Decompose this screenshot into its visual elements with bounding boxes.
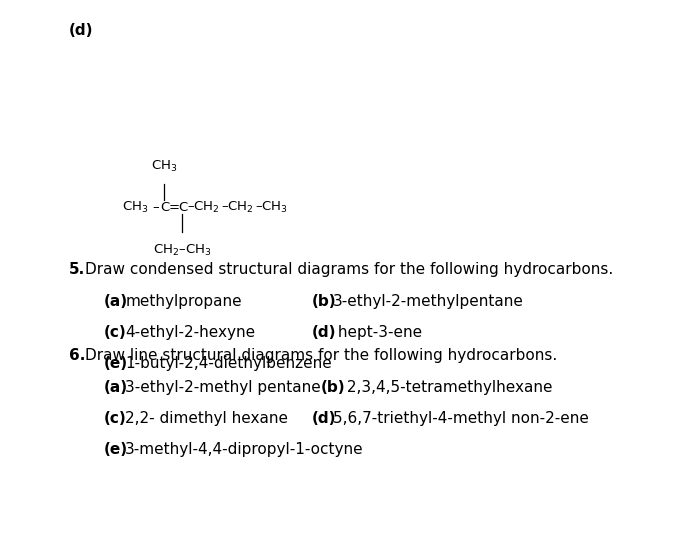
Text: CH$_3$: CH$_3$ bbox=[150, 159, 177, 174]
Text: (d): (d) bbox=[69, 23, 93, 38]
Text: –CH$_2$: –CH$_2$ bbox=[220, 200, 253, 215]
Text: 6.: 6. bbox=[69, 349, 85, 364]
Text: (a): (a) bbox=[104, 294, 127, 309]
Text: –: – bbox=[153, 201, 159, 214]
Text: 5,6,7-triethyl-4-methyl non-2-ene: 5,6,7-triethyl-4-methyl non-2-ene bbox=[333, 411, 589, 426]
Text: (c): (c) bbox=[104, 411, 126, 426]
Text: (b): (b) bbox=[312, 294, 336, 309]
Text: methylpropane: methylpropane bbox=[125, 294, 242, 309]
Text: C: C bbox=[160, 201, 169, 214]
Text: 5.: 5. bbox=[69, 263, 85, 278]
Text: 4-ethyl-2-hexyne: 4-ethyl-2-hexyne bbox=[125, 325, 256, 340]
Text: (d): (d) bbox=[312, 325, 336, 340]
Text: hept-3-ene: hept-3-ene bbox=[333, 325, 422, 340]
Text: (d): (d) bbox=[312, 411, 336, 426]
Text: =: = bbox=[169, 201, 179, 214]
Text: (b): (b) bbox=[321, 380, 345, 395]
Text: 2,3,4,5-tetramethylhexane: 2,3,4,5-tetramethylhexane bbox=[342, 380, 553, 395]
Text: CH$_2$–CH$_3$: CH$_2$–CH$_3$ bbox=[153, 243, 211, 258]
Text: (e): (e) bbox=[104, 442, 127, 457]
Text: 3-ethyl-2-methylpentane: 3-ethyl-2-methylpentane bbox=[333, 294, 524, 309]
Text: (a): (a) bbox=[104, 380, 127, 395]
Text: 3-ethyl-2-methyl pentane: 3-ethyl-2-methyl pentane bbox=[125, 380, 321, 395]
Text: –CH$_2$: –CH$_2$ bbox=[186, 200, 219, 215]
Text: 1-butyl-2,4-diethylbenzene: 1-butyl-2,4-diethylbenzene bbox=[125, 356, 332, 371]
Text: Draw line structural diagrams for the following hydrocarbons.: Draw line structural diagrams for the fo… bbox=[85, 349, 558, 364]
Text: (e): (e) bbox=[104, 356, 127, 371]
Text: (c): (c) bbox=[104, 325, 126, 340]
Text: 3-methyl-4,4-dipropyl-1-octyne: 3-methyl-4,4-dipropyl-1-octyne bbox=[125, 442, 364, 457]
Text: CH$_3$: CH$_3$ bbox=[122, 200, 149, 215]
Text: –CH$_3$: –CH$_3$ bbox=[255, 200, 288, 215]
Text: 2,2- dimethyl hexane: 2,2- dimethyl hexane bbox=[125, 411, 288, 426]
Text: C: C bbox=[178, 201, 188, 214]
Text: Draw condensed structural diagrams for the following hydrocarbons.: Draw condensed structural diagrams for t… bbox=[85, 263, 614, 278]
